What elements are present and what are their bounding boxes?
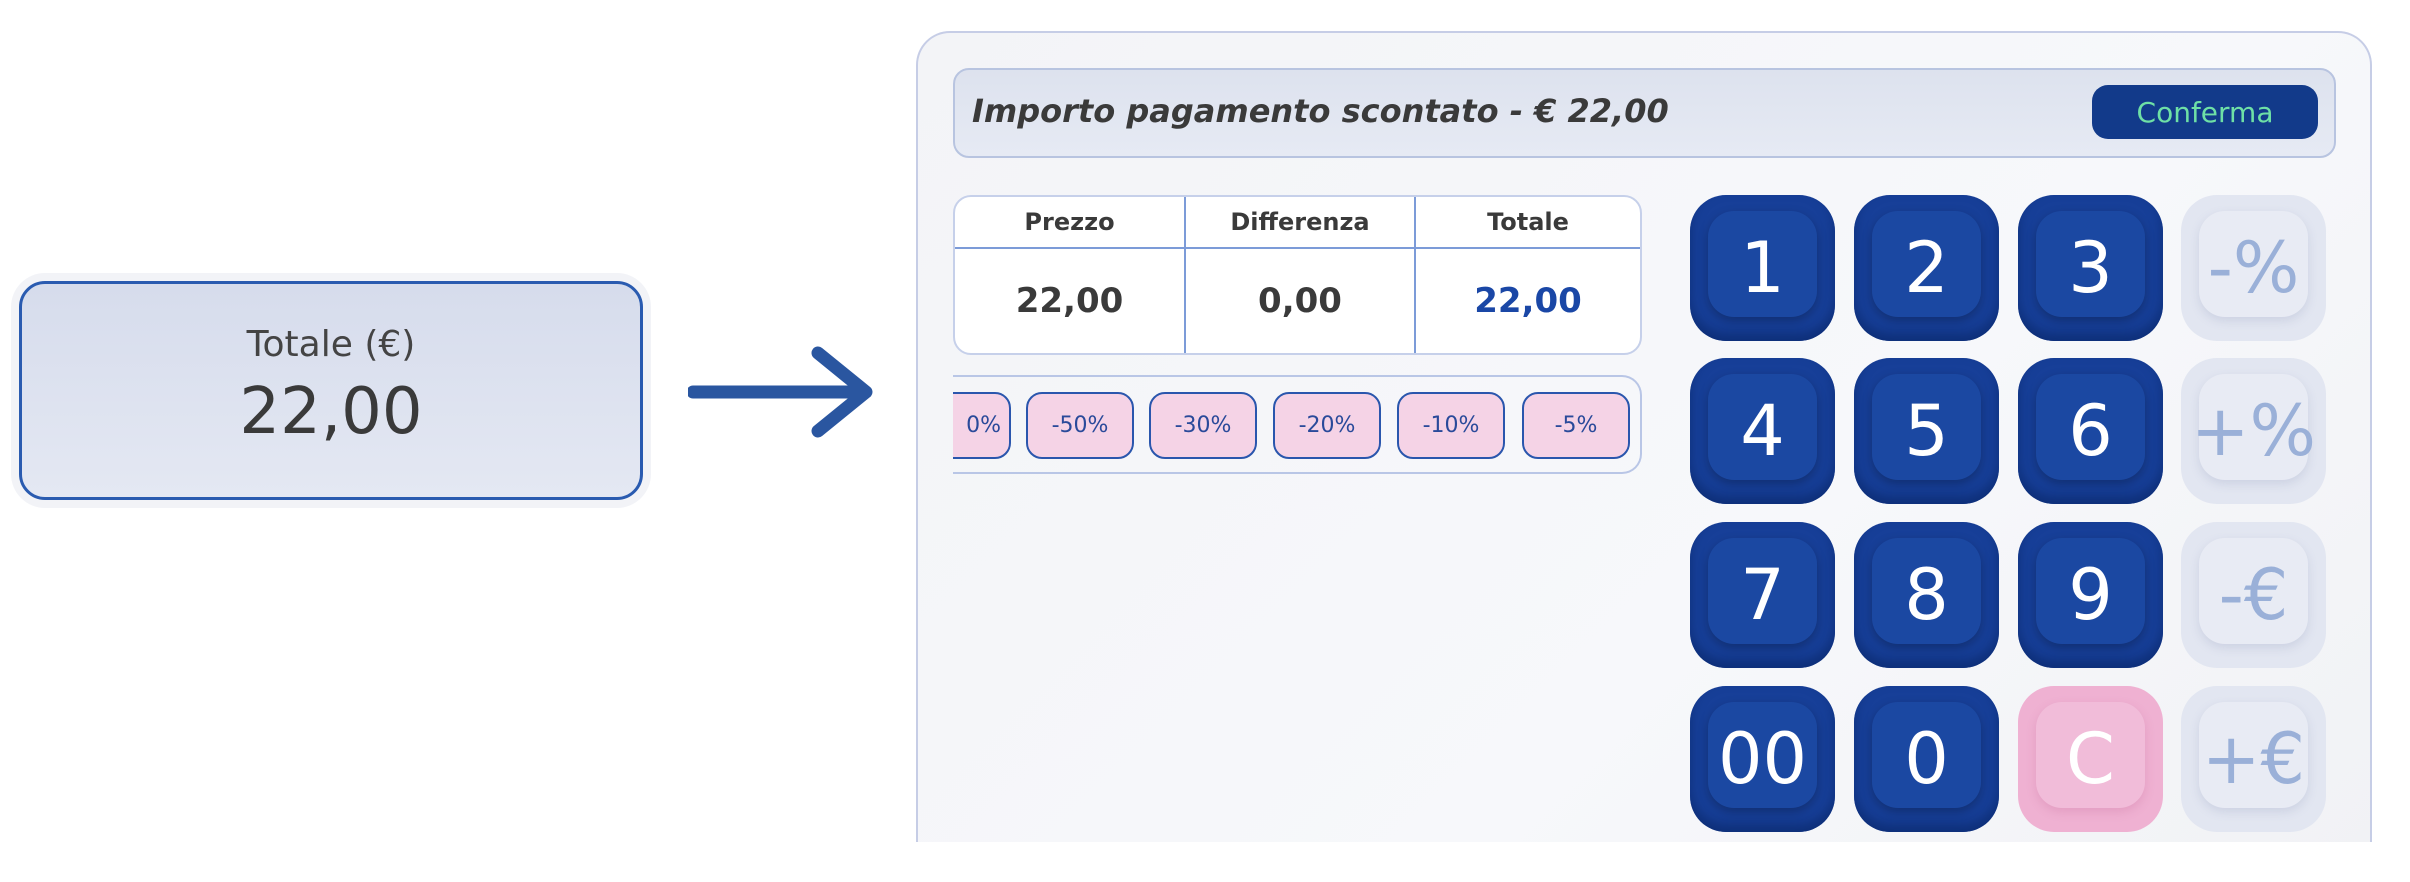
discount-chip[interactable]: -10% [1397,392,1505,459]
key-1-1[interactable]: 5 [1854,358,1999,504]
key-face [2199,538,2308,644]
key-label: +% [2190,390,2317,472]
key-label: 7 [1740,554,1785,636]
discount-chip[interactable]: -20% [1273,392,1381,459]
key-label: 4 [1740,390,1785,472]
key-face [2199,211,2308,317]
key-face [1708,374,1817,480]
key-face [1872,374,1981,480]
key-0-0[interactable]: 1 [1690,195,1835,341]
confirm-button[interactable]: Conferma [2092,85,2318,139]
discount-chip[interactable]: -50% [1026,392,1134,459]
panel-bottom-cut [900,842,2400,882]
key-face [1708,538,1817,644]
key-1-0[interactable]: 4 [1690,358,1835,504]
header-differenza: Differenza [1184,197,1414,249]
key-label: -% [2207,227,2300,309]
key-label: C [2066,718,2115,800]
key-2-3[interactable]: -€ [2181,522,2326,668]
key-face [2199,702,2308,808]
key-0-3[interactable]: -% [2181,195,2326,341]
key-0-2[interactable]: 3 [2018,195,2163,341]
key-label: 0 [1904,718,1949,800]
key-1-3[interactable]: +% [2181,358,2326,504]
key-face [1872,702,1981,808]
key-label: 00 [1717,718,1808,800]
value-prezzo: 22,00 [1015,281,1124,321]
header-totale: Totale [1414,197,1640,249]
total-value: 22,00 [239,375,423,449]
key-3-2[interactable]: C [2018,686,2163,832]
key-label: 8 [1904,554,1949,636]
key-label: 2 [1904,227,1949,309]
discount-chip[interactable]: 0% [953,392,1011,459]
key-face [2036,702,2145,808]
key-label: 3 [2068,227,2113,309]
key-label: 5 [1904,390,1949,472]
discount-chip[interactable]: -5% [1522,392,1630,459]
key-label: -€ [2218,554,2289,636]
key-label: 1 [1740,227,1785,309]
key-face [2199,374,2308,480]
panel-title: Importo pagamento scontato - € 22,00 [972,92,1669,130]
total-label: Totale (€) [246,324,416,365]
key-face [1872,211,1981,317]
total-card[interactable]: Totale (€) 22,00 [19,281,643,500]
key-face [1708,211,1817,317]
key-face [1872,538,1981,644]
arrow-right-icon [688,346,873,438]
value-totale: 22,00 [1414,249,1640,353]
key-0-1[interactable]: 2 [1854,195,1999,341]
key-label: +€ [2201,718,2306,800]
key-face [1708,702,1817,808]
key-3-3[interactable]: +€ [2181,686,2326,832]
key-2-1[interactable]: 8 [1854,522,1999,668]
key-face [2036,538,2145,644]
key-3-1[interactable]: 0 [1854,686,1999,832]
key-3-0[interactable]: 00 [1690,686,1835,832]
key-face [2036,211,2145,317]
key-label: 6 [2068,390,2113,472]
key-2-2[interactable]: 9 [2018,522,2163,668]
discount-chip[interactable]: -30% [1149,392,1257,459]
key-2-0[interactable]: 7 [1690,522,1835,668]
key-label: 9 [2068,554,2113,636]
summary-table: Prezzo Differenza Totale 22,00 0,00 22,0… [953,195,1642,355]
header-prezzo: Prezzo [955,197,1184,249]
key-1-2[interactable]: 6 [2018,358,2163,504]
key-face [2036,374,2145,480]
discount-chips-row[interactable]: 0% -50% -30% -20% -10% -5% [953,375,1642,474]
value-differenza: 0,00 [1184,249,1414,353]
